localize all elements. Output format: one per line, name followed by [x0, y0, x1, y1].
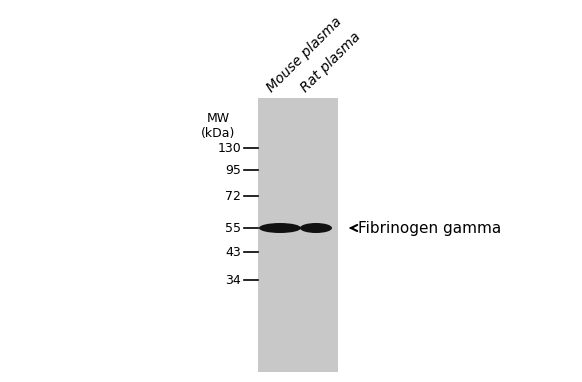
Ellipse shape	[300, 223, 332, 233]
Text: 95: 95	[225, 163, 241, 176]
Text: Fibrinogen gamma: Fibrinogen gamma	[351, 220, 501, 235]
Text: 72: 72	[225, 189, 241, 202]
Text: MW
(kDa): MW (kDa)	[201, 112, 235, 140]
Text: 55: 55	[225, 222, 241, 235]
Text: 34: 34	[225, 274, 241, 286]
Bar	[258, 98, 338, 372]
Text: Rat plasma: Rat plasma	[298, 30, 363, 95]
Text: 130: 130	[217, 141, 241, 154]
Ellipse shape	[259, 223, 301, 233]
Text: Mouse plasma: Mouse plasma	[264, 15, 345, 95]
Text: 43: 43	[225, 246, 241, 259]
